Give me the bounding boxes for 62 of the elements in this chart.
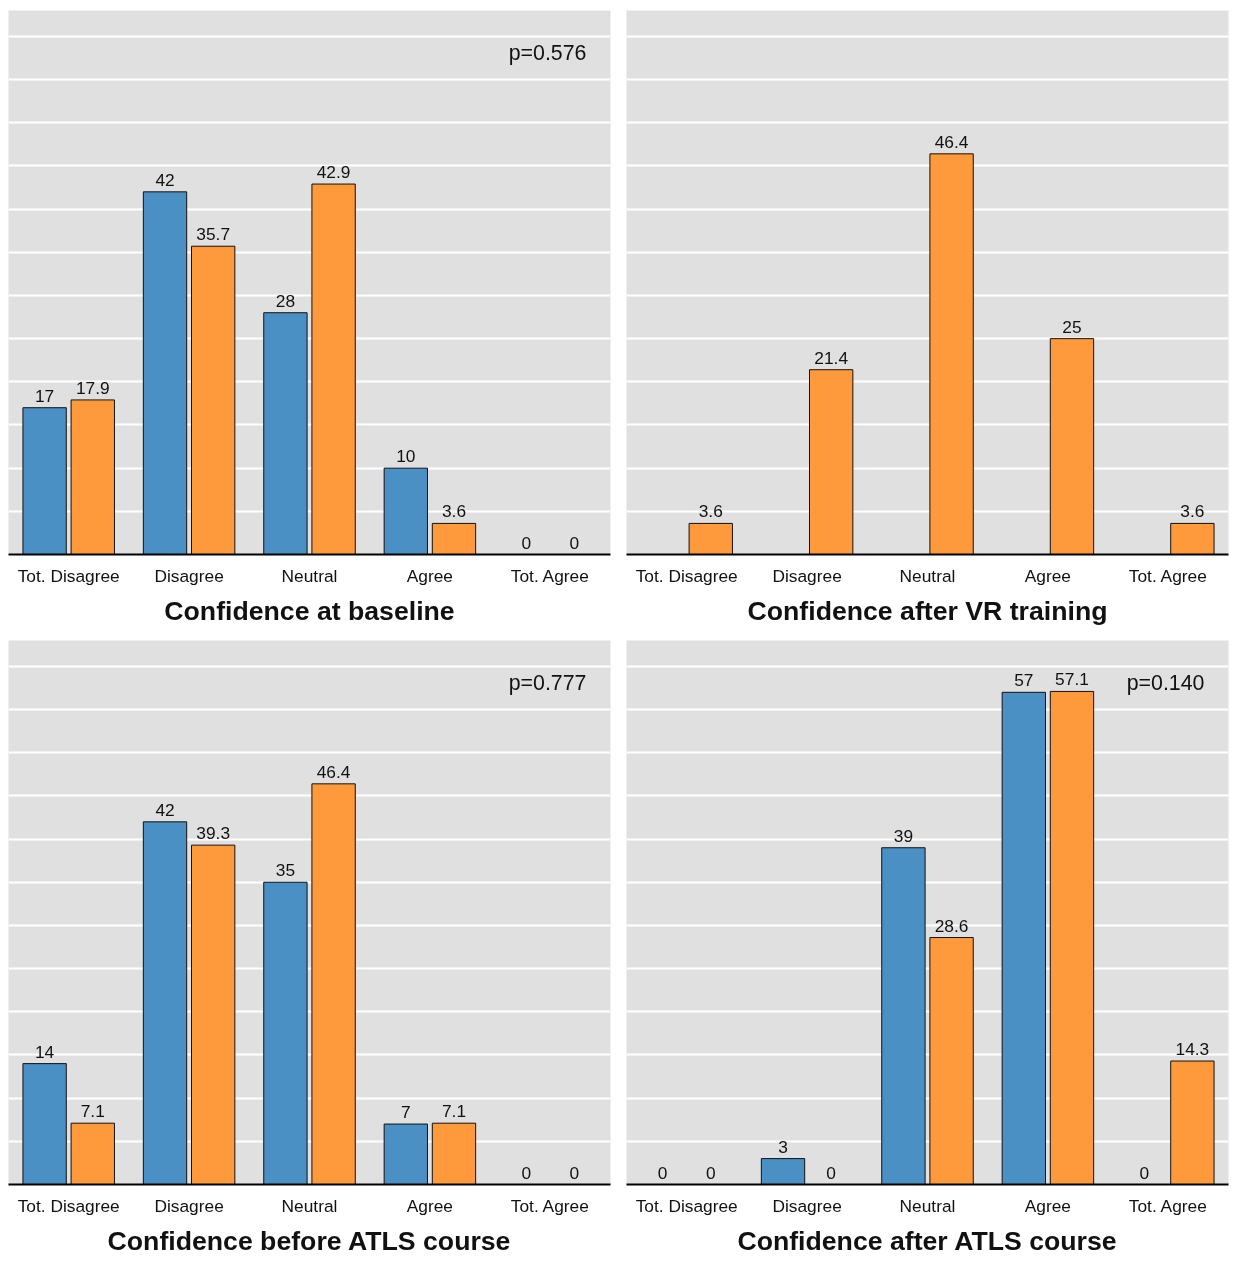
- x-tick-label: Tot. Agree: [510, 1195, 589, 1216]
- data-label: 46.4: [934, 131, 969, 152]
- x-tick-label: Tot. Agree: [1128, 565, 1207, 586]
- data-label: 7: [401, 1102, 411, 1123]
- data-label: 57.1: [1055, 669, 1089, 690]
- data-label: 14: [34, 1041, 55, 1062]
- data-label: 42: [155, 799, 175, 820]
- data-label: 17: [34, 385, 55, 406]
- data-label: 42: [155, 169, 175, 190]
- data-label: 28: [275, 290, 296, 311]
- data-label: 7.1: [80, 1101, 105, 1122]
- data-label: 3.6: [698, 501, 723, 522]
- data-label: 28.6: [934, 915, 969, 936]
- text: Confidence at baseline: [164, 595, 455, 626]
- x-tick-label: Agree: [406, 565, 454, 586]
- data-label: 3.6: [1180, 501, 1205, 522]
- x-tick-label: Agree: [1024, 565, 1072, 586]
- x-tick-label: Disagree: [772, 1195, 842, 1216]
- x-tick-label: Neutral: [281, 565, 338, 586]
- x-tick-label: Neutral: [281, 1195, 338, 1216]
- text: Confidence after ATLS course: [737, 1225, 1117, 1256]
- data-label: 46.4: [316, 761, 351, 782]
- x-tick-label: Tot. Disagree: [17, 1195, 120, 1216]
- data-label: 35.7: [196, 224, 231, 245]
- x-tick-label: Neutral: [899, 565, 956, 586]
- data-label: 35: [275, 860, 296, 881]
- annotation: p=0.777: [508, 670, 587, 695]
- annotation: p=0.576: [508, 40, 587, 65]
- data-label: 39: [893, 825, 914, 846]
- x-tick-label: Tot. Agree: [1128, 1195, 1207, 1216]
- x-tick-label: Agree: [1024, 1195, 1072, 1216]
- data-label: 25: [1062, 316, 1082, 337]
- x-tick-label: Tot. Agree: [510, 565, 589, 586]
- text: Confidence after VR training: [747, 595, 1108, 626]
- data-label: 0: [569, 1162, 580, 1183]
- data-label: 42.9: [316, 162, 351, 183]
- x-tick-label: Neutral: [899, 1195, 956, 1216]
- x-tick-label: Agree: [406, 1195, 454, 1216]
- data-label: 3: [778, 1136, 788, 1157]
- data-label: 0: [1139, 1162, 1150, 1183]
- data-label: 21.4: [814, 347, 849, 368]
- data-label: 7.1: [441, 1101, 467, 1122]
- x-tick-label: Disagree: [772, 565, 842, 586]
- annotation: p=0.140: [1126, 670, 1205, 695]
- text: Confidence before ATLS course: [107, 1225, 511, 1256]
- x-tick-label: Tot. Disagree: [635, 565, 738, 586]
- data-label: 0: [569, 532, 580, 553]
- data-label: 3.6: [441, 501, 467, 522]
- data-label: 0: [521, 1162, 532, 1183]
- x-tick-label: Disagree: [154, 565, 224, 586]
- data-label: 57: [1014, 670, 1034, 691]
- data-label: 39.3: [196, 823, 231, 844]
- data-label: 14.3: [1175, 1039, 1210, 1060]
- data-label: 0: [705, 1162, 716, 1183]
- data-label: 10: [396, 446, 416, 467]
- x-tick-label: Tot. Disagree: [17, 565, 120, 586]
- x-tick-label: Tot. Disagree: [635, 1195, 738, 1216]
- x-tick-label: Disagree: [154, 1195, 224, 1216]
- data-label: 0: [657, 1162, 668, 1183]
- data-label: 0: [521, 532, 532, 553]
- data-label: 17.9: [75, 377, 110, 398]
- data-label: 0: [826, 1162, 836, 1183]
